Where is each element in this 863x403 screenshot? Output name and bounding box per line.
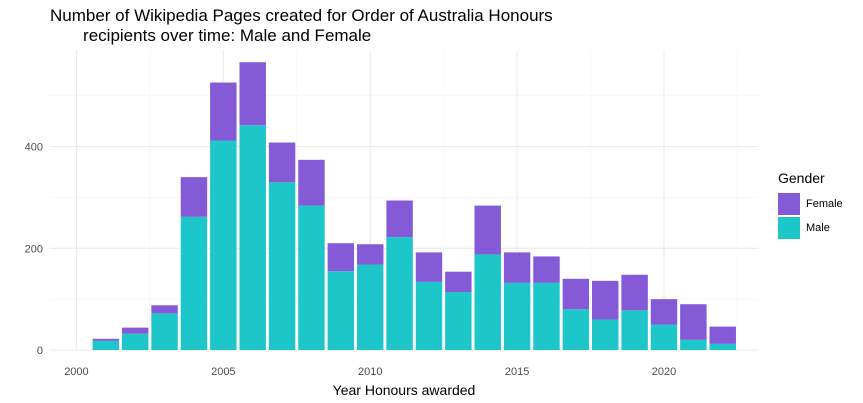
x-tick-label-2000: 2000 [64, 366, 88, 378]
bar-male-2021 [680, 339, 707, 350]
bar-male-2011 [386, 237, 413, 350]
x-axis-title: Year Honours awarded [333, 382, 476, 398]
bar-female-2012 [415, 252, 443, 282]
bar-male-2015 [503, 282, 531, 350]
bar-male-2003 [151, 313, 178, 350]
bar-male-2002 [121, 333, 149, 350]
legend-item-female: Female [778, 192, 843, 215]
bar-female-2017 [562, 278, 590, 310]
bar-male-2008 [298, 205, 325, 350]
x-tick-label-2020: 2020 [652, 366, 676, 378]
x-tick-label-2010: 2010 [358, 366, 382, 378]
x-tick-label-2005: 2005 [211, 366, 235, 378]
bar-female-2018 [592, 280, 619, 320]
bar-female-2022 [709, 326, 736, 344]
bar-male-2007 [268, 182, 296, 350]
bar-female-2008 [298, 159, 325, 206]
y-tick-label-200: 200 [25, 243, 43, 255]
bar-male-2013 [445, 292, 472, 350]
bar-female-2001 [92, 338, 120, 341]
bar-female-2014 [474, 205, 501, 255]
bar-male-2022 [709, 343, 736, 350]
bar-female-2005 [210, 82, 237, 141]
bar-male-2018 [592, 319, 619, 350]
bar-male-2005 [210, 140, 237, 350]
bar-female-2007 [268, 142, 296, 183]
legend-title: Gender [778, 170, 825, 186]
bar-male-2016 [533, 282, 560, 350]
bar-male-2017 [562, 309, 590, 350]
bar-female-2019 [621, 274, 648, 311]
chart-title-line-2: recipients over time: Male and Female [50, 26, 372, 45]
bar-female-2003 [151, 305, 178, 314]
chart-title-line-1: Number of Wikipedia Pages created for Or… [50, 6, 553, 25]
bar-male-2010 [356, 264, 384, 350]
bar-female-2010 [356, 244, 384, 265]
bar-male-2001 [92, 340, 120, 350]
bar-female-2020 [650, 299, 678, 325]
bar-male-2012 [415, 281, 443, 350]
chart-title: Number of Wikipedia Pages created for Or… [50, 6, 670, 46]
bar-female-2006 [239, 62, 266, 126]
bar-female-2009 [327, 243, 355, 272]
bar-male-2019 [621, 310, 648, 350]
legend-swatch-female [778, 192, 800, 215]
y-tick-label-0: 0 [37, 345, 43, 357]
y-tick-label-400: 400 [25, 142, 43, 154]
bar-male-2014 [474, 254, 501, 350]
legend-label-male: Male [806, 221, 830, 234]
bar-male-2009 [327, 271, 355, 350]
bar-female-2015 [503, 252, 531, 283]
bars [92, 62, 736, 350]
bar-female-2002 [121, 327, 149, 334]
bar-female-2016 [533, 256, 560, 283]
bar-female-2004 [180, 177, 208, 217]
bar-male-2006 [239, 125, 266, 350]
bar-female-2013 [445, 271, 472, 293]
tick-labels: 2000 2005 2010 2015 2020 0 200 400 [25, 142, 677, 378]
legend-item-male: Male [778, 216, 843, 239]
bar-female-2021 [680, 304, 707, 340]
bar-female-2011 [386, 200, 413, 238]
x-tick-label-2015: 2015 [505, 366, 529, 378]
legend: Gender Female Male [778, 170, 843, 240]
legend-swatch-male [778, 216, 800, 239]
bar-male-2004 [180, 216, 208, 350]
legend-label-female: Female [806, 197, 843, 210]
bar-male-2020 [650, 324, 678, 350]
